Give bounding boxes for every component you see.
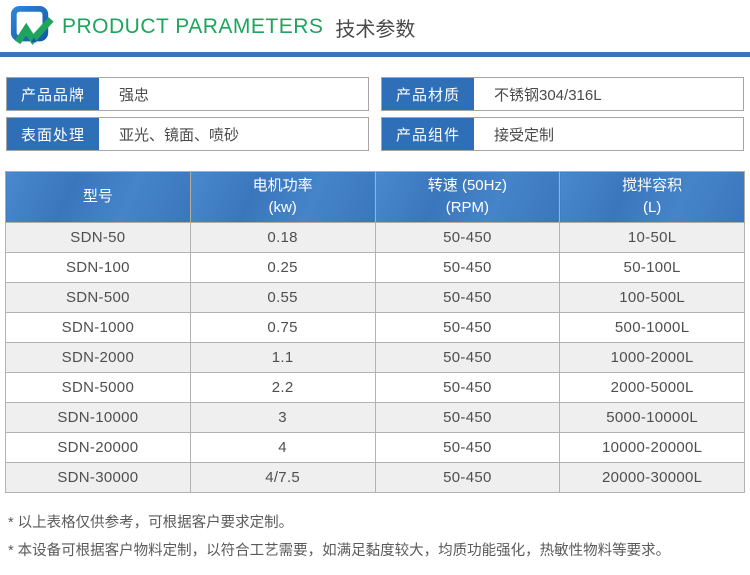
- table-cell: 4: [189, 432, 376, 463]
- table-cell: 500-1000L: [559, 312, 745, 343]
- column-header: 转速 (50Hz) (RPM): [374, 171, 561, 223]
- table-cell: 1000-2000L: [559, 342, 745, 373]
- table-cell: 4/7.5: [189, 462, 376, 493]
- info-box-material: 产品材质 不锈钢304/316L: [381, 77, 744, 111]
- section-title-en: PRODUCT PARAMETERS: [62, 15, 324, 38]
- table-cell: 20000-30000L: [559, 462, 745, 493]
- table-cell: 50-450: [374, 312, 561, 343]
- table-cell: 3: [189, 402, 376, 433]
- table-cell: 50-450: [374, 252, 561, 283]
- column-header: 电机功率 (kw): [189, 171, 376, 223]
- column-header: 型号: [5, 171, 191, 223]
- table-cell: 100-500L: [559, 282, 745, 313]
- table-cell: 10000-20000L: [559, 432, 745, 463]
- table-cell: 50-450: [374, 462, 561, 493]
- product-info-grid: 产品品牌 强忠 产品材质 不锈钢304/316L 表面处理 亚光、镜面、喷砂 产…: [6, 77, 744, 151]
- table-row: SDN-5000 2.2 50-450 2000-5000L: [5, 372, 745, 403]
- table-header-row: 型号 电机功率 (kw) 转速 (50Hz) (RPM) 搅拌容积 (L): [5, 171, 745, 223]
- table-cell: SDN-50: [5, 222, 191, 253]
- table-cell: 10-50L: [559, 222, 745, 253]
- table-cell: SDN-100: [5, 252, 191, 283]
- table-cell: 5000-10000L: [559, 402, 745, 433]
- table-row: SDN-20000 4 50-450 10000-20000L: [5, 432, 745, 463]
- table-row: SDN-1000 0.75 50-450 500-1000L: [5, 312, 745, 343]
- table-row: SDN-100 0.25 50-450 50-100L: [5, 252, 745, 283]
- table-cell: 50-100L: [559, 252, 745, 283]
- table-row: SDN-10000 3 50-450 5000-10000L: [5, 402, 745, 433]
- info-value-material: 不锈钢304/316L: [494, 86, 602, 104]
- section-title-zh: 技术参数: [335, 18, 416, 41]
- info-label-surface: 表面处理: [7, 118, 99, 150]
- table-cell: 50-450: [374, 282, 561, 313]
- info-label-material: 产品材质: [382, 78, 474, 110]
- info-label-brand: 产品品牌: [7, 78, 99, 110]
- info-label-component: 产品组件: [382, 118, 474, 150]
- note-line: * 本设备可根据客户物料定制，以符合工艺需要，如满足黏度较大，均质功能强化，热敏…: [8, 543, 671, 559]
- info-value-component: 接受定制: [494, 126, 555, 144]
- info-box-component: 产品组件 接受定制: [381, 117, 744, 151]
- table-cell: 50-450: [374, 342, 561, 373]
- info-value-surface: 亚光、镜面、喷砂: [119, 126, 240, 144]
- table-cell: SDN-5000: [5, 372, 191, 403]
- notes: * 以上表格仅供参考，可根据客户要求定制。 * 本设备可根据客户物料定制，以符合工…: [8, 509, 742, 565]
- table-cell: 50-450: [374, 222, 561, 253]
- info-box-brand: 产品品牌 强忠: [6, 77, 369, 111]
- table-cell: 0.25: [189, 252, 376, 283]
- table-body: SDN-50 0.18 50-450 10-50L SDN-100 0.25 50-450 5…: [5, 222, 745, 493]
- table-row: SDN-50 0.18 50-450 10-50L: [5, 222, 745, 253]
- table-cell: SDN-10000: [5, 402, 191, 433]
- table-cell: 0.18: [189, 222, 376, 253]
- table-cell: 2000-5000L: [559, 372, 745, 403]
- table-cell: 1.1: [189, 342, 376, 373]
- table-row: SDN-500 0.55 50-450 100-500L: [5, 282, 745, 313]
- table-cell: 50-450: [374, 432, 561, 463]
- info-value-brand: 强忠: [119, 86, 150, 104]
- brand-logo-icon: [10, 5, 54, 45]
- header-divider: [0, 52, 750, 57]
- column-header: 搅拌容积 (L): [559, 171, 745, 223]
- table-cell: 0.55: [189, 282, 376, 313]
- note-line: * 以上表格仅供参考，可根据客户要求定制。: [8, 515, 294, 531]
- table-row: SDN-2000 1.1 50-450 1000-2000L: [5, 342, 745, 373]
- table-cell: 50-450: [374, 372, 561, 403]
- table-cell: 50-450: [374, 402, 561, 433]
- table-cell: SDN-2000: [5, 342, 191, 373]
- section-header: PRODUCT PARAMETERS 技术参数: [0, 0, 750, 48]
- table-cell: SDN-30000: [5, 462, 191, 493]
- table-cell: 0.75: [189, 312, 376, 343]
- table-cell: SDN-500: [5, 282, 191, 313]
- table-cell: SDN-20000: [5, 432, 191, 463]
- spec-table: 型号 电机功率 (kw) 转速 (50Hz) (RPM) 搅拌容积 (L) SDN-50 0.…: [5, 171, 745, 493]
- table-row: SDN-30000 4/7.5 50-450 20000-30000L: [5, 462, 745, 493]
- info-box-surface: 表面处理 亚光、镜面、喷砂: [6, 117, 369, 151]
- table-cell: SDN-1000: [5, 312, 191, 343]
- table-cell: 2.2: [189, 372, 376, 403]
